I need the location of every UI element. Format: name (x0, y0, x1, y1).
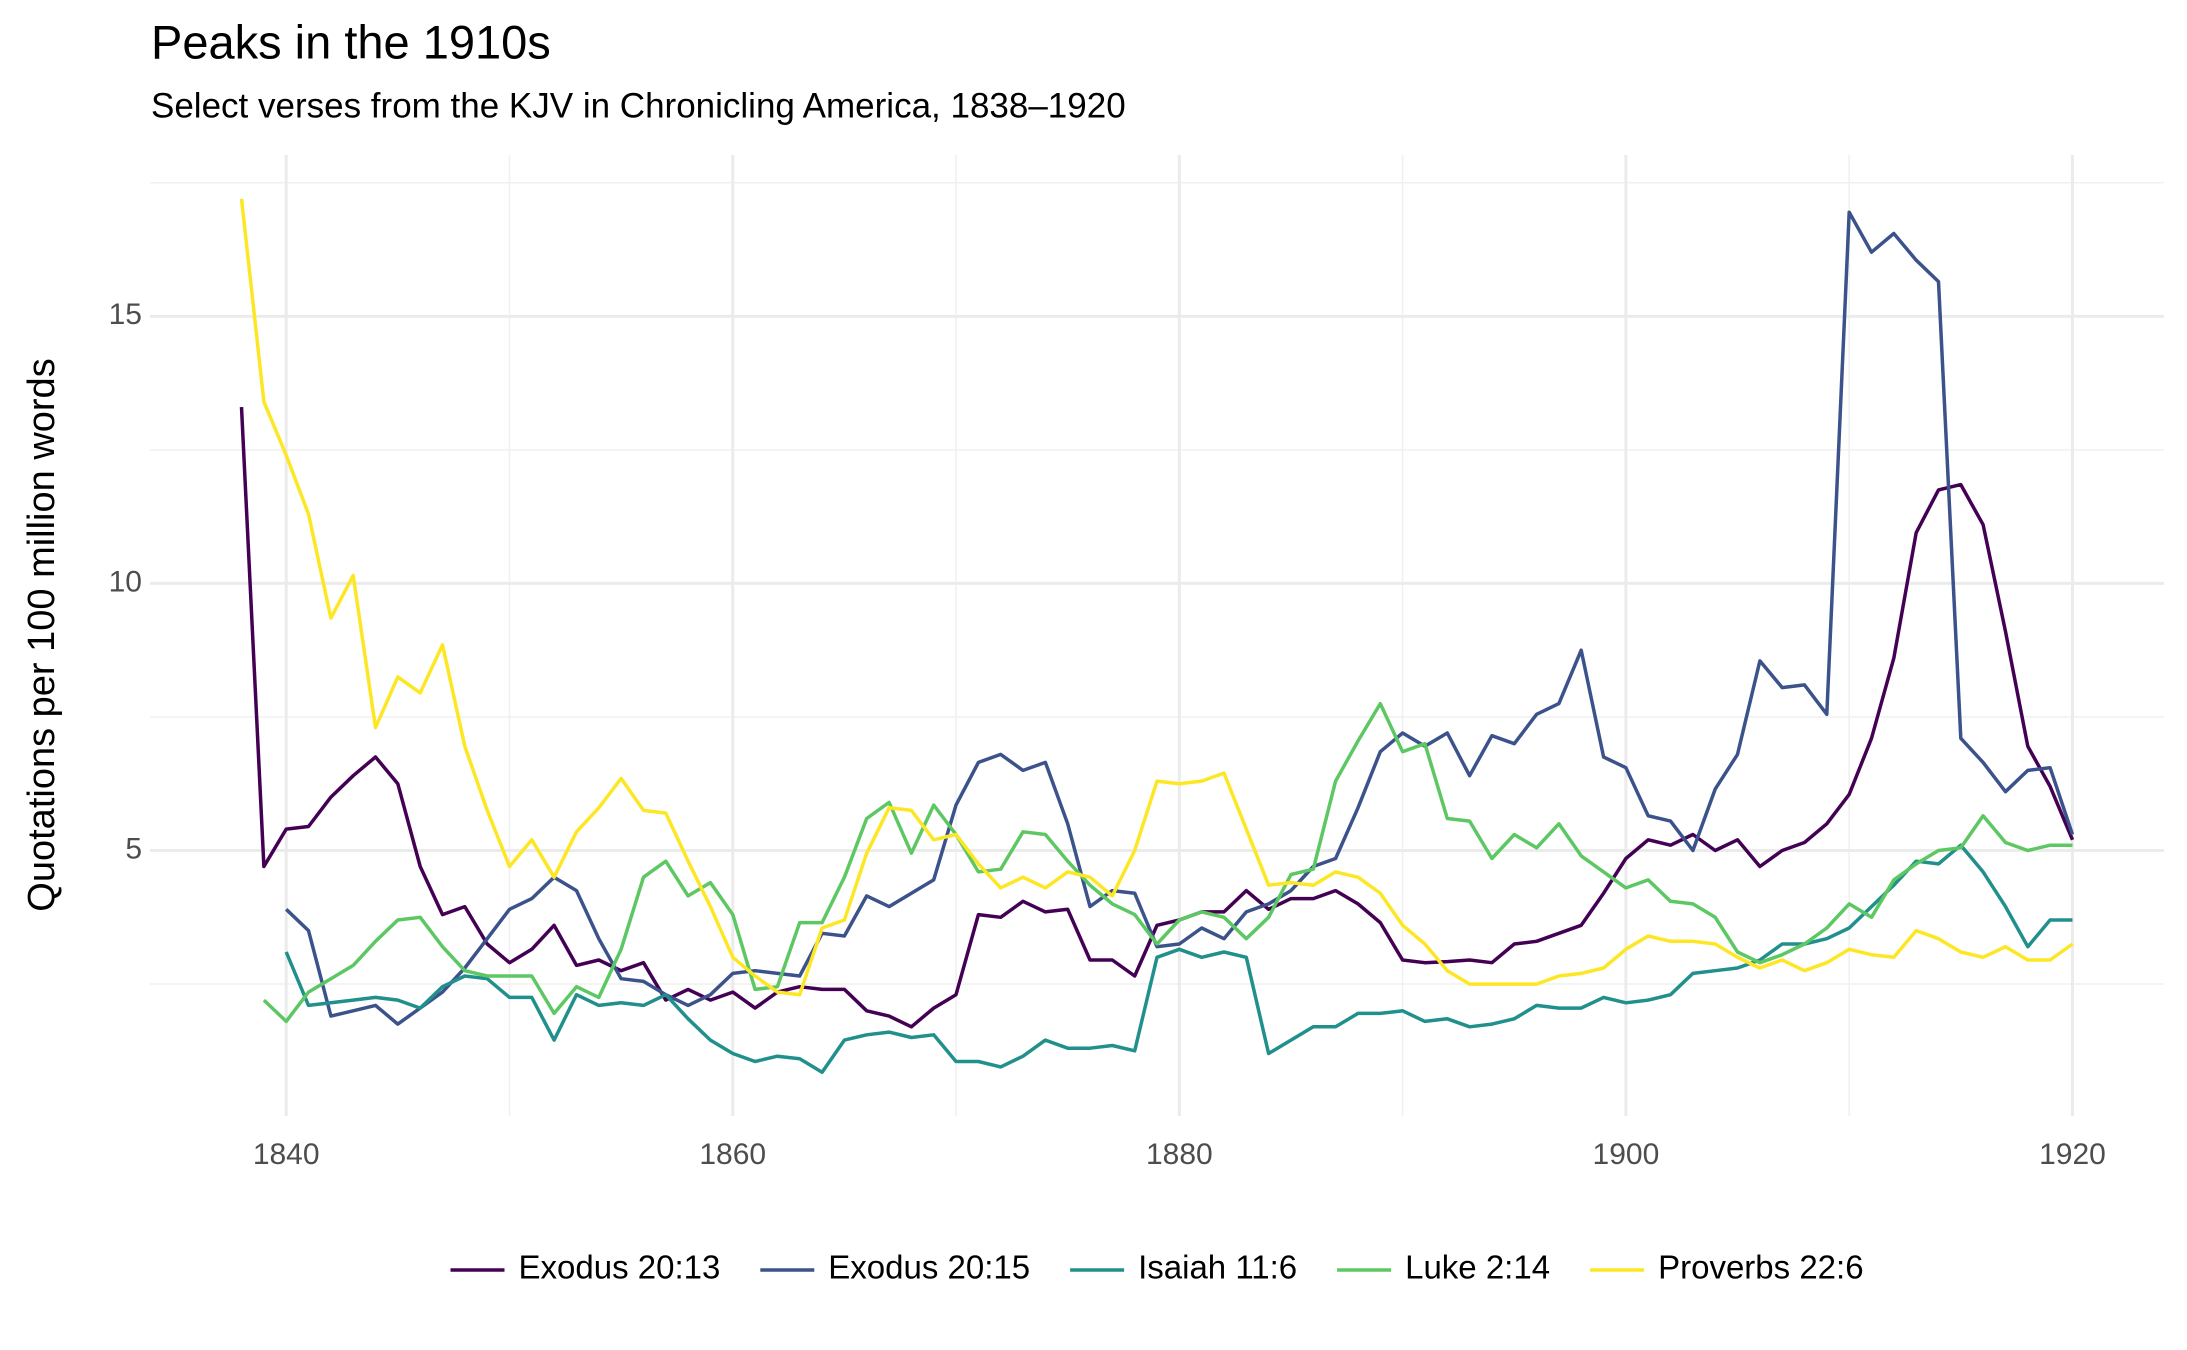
legend-label: Exodus 20:13 (519, 1249, 721, 1286)
legend: Exodus 20:13 Exodus 20:15 Isaiah 11:6 Luke … (450, 1249, 1864, 1286)
x-tick-label: 1840 (253, 1138, 320, 1171)
legend-item: Proverbs 22:6 (1590, 1249, 1864, 1286)
legend-label: Isaiah 11:6 (1138, 1249, 1297, 1286)
x-tick-label: 1920 (2039, 1138, 2106, 1171)
series-line (284, 210, 2075, 1026)
series-line (262, 701, 2073, 1024)
x-tick-label: 1860 (699, 1138, 766, 1171)
x-tick-label: 1880 (1146, 1138, 1213, 1171)
legend-label: Luke 2:14 (1405, 1249, 1550, 1286)
y-tick-label: 10 (109, 565, 142, 598)
legend-item: Exodus 20:15 (760, 1249, 1030, 1286)
grid: 1840 1860 1880 1900 1920 5 10 15 (109, 155, 2164, 1171)
series-line (284, 843, 2073, 1074)
plot-lines (239, 198, 2075, 1074)
y-axis-label: Quotations per 100 million words (21, 358, 63, 911)
series-line (239, 198, 2074, 997)
y-tick-label: 15 (109, 298, 142, 331)
chart-subtitle: Select verses from the KJV in Chroniclin… (151, 86, 1126, 125)
legend-label: Exodus 20:15 (828, 1249, 1030, 1286)
chart-title: Peaks in the 1910s (151, 15, 551, 68)
legend-label: Proverbs 22:6 (1658, 1249, 1863, 1286)
legend-item: Luke 2:14 (1337, 1249, 1550, 1286)
x-tick-label: 1900 (1593, 1138, 1660, 1171)
y-tick-label: 5 (125, 832, 142, 865)
legend-item: Isaiah 11:6 (1070, 1249, 1297, 1286)
series-line (239, 407, 2075, 1029)
legend-item: Exodus 20:13 (450, 1249, 721, 1286)
